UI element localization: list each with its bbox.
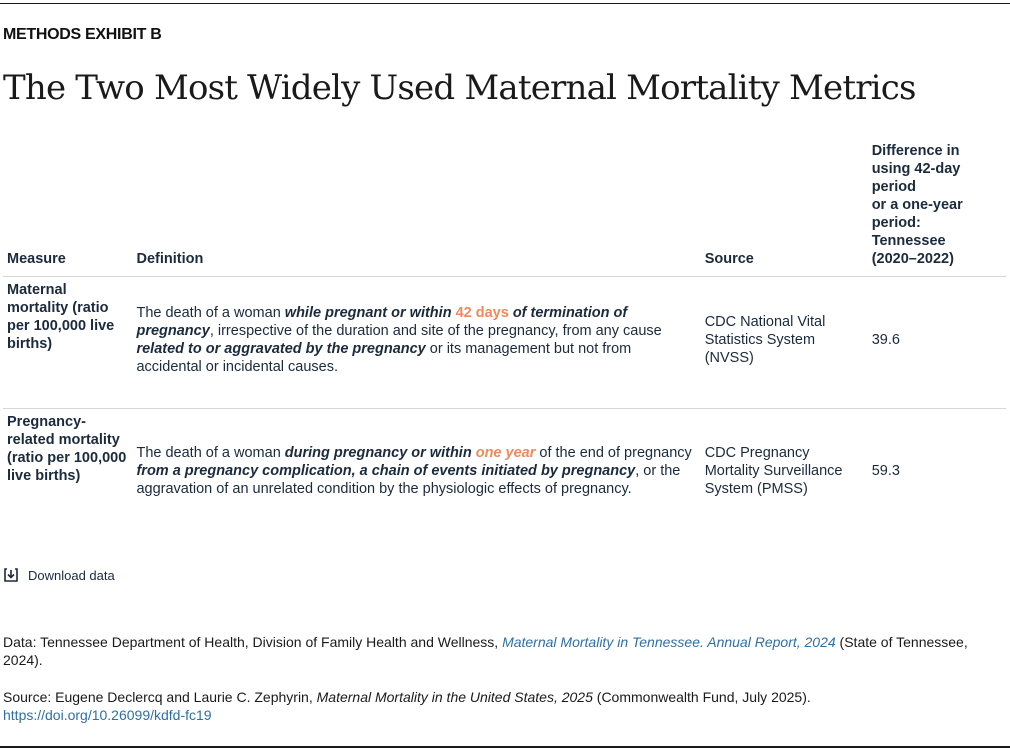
value-cell: 39.6 xyxy=(867,276,1006,409)
source-cell: CDC Pregnancy Mortality Surveillance Sys… xyxy=(704,445,843,497)
value-cell: 59.3 xyxy=(871,463,900,479)
definition-cell: The death of a woman while pregnant or w… xyxy=(132,276,701,409)
measure-cell: Maternal mortality (ratio per 100,000 li… xyxy=(3,276,133,409)
data-report-link[interactable]: Maternal Mortality in Tennessee. Annual … xyxy=(502,634,836,650)
header-definition: Definition xyxy=(132,142,701,277)
table-row: Pregnancy-related mortality (ratio per 1… xyxy=(3,409,1006,534)
download-icon xyxy=(3,567,19,583)
top-rule xyxy=(0,3,1010,4)
download-data-button[interactable]: Download data xyxy=(3,567,115,583)
notes: Data: Tennessee Department of Health, Di… xyxy=(3,633,1003,724)
table-header-row: Measure Definition Source Difference in … xyxy=(3,142,1006,277)
header-measure: Measure xyxy=(3,142,133,277)
download-label: Download data xyxy=(28,567,115,583)
exhibit-title: The Two Most Widely Used Maternal Mortal… xyxy=(3,68,916,108)
metrics-table: Measure Definition Source Difference in … xyxy=(3,142,1006,533)
header-difference: Difference in using 42-day period or a o… xyxy=(867,142,1006,277)
measure-cell: Pregnancy-related mortality (ratio per 1… xyxy=(7,414,127,484)
table-row: Maternal mortality (ratio per 100,000 li… xyxy=(3,276,1006,409)
doi-link[interactable]: https://doi.org/10.26099/kdfd-fc19 xyxy=(3,707,212,723)
definition-cell: The death of a woman during pregnancy or… xyxy=(136,445,692,497)
bottom-rule xyxy=(0,746,1010,748)
highlight-one-year: one year xyxy=(475,445,536,461)
source-note: Source: Eugene Declercq and Laurie C. Ze… xyxy=(3,689,811,723)
source-cell: CDC National Vital Statistics System (NV… xyxy=(700,276,868,409)
header-source: Source xyxy=(700,142,868,277)
highlight-42-days: 42 days xyxy=(455,304,509,321)
data-note: Data: Tennessee Department of Health, Di… xyxy=(3,634,968,668)
exhibit-eyebrow: METHODS EXHIBIT B xyxy=(3,26,162,43)
